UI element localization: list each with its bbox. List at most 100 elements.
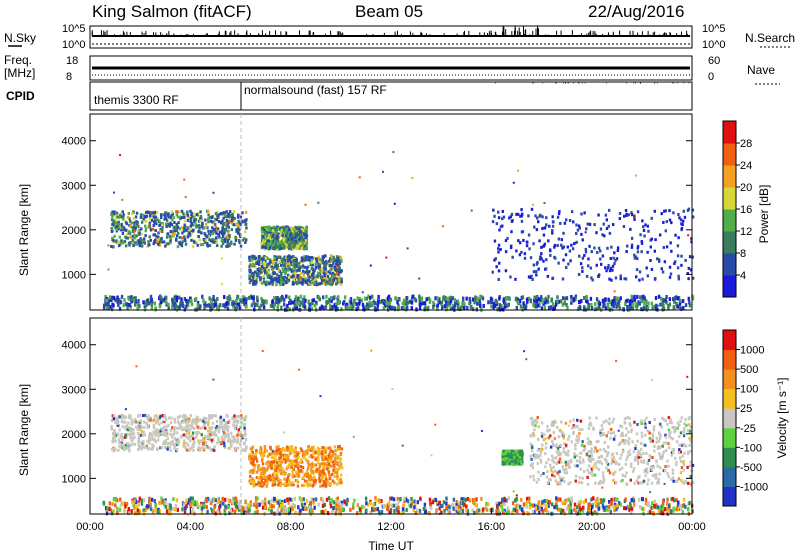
range-gate-cell — [129, 436, 132, 440]
range-gate-cell — [281, 294, 284, 299]
range-gate-cell — [383, 303, 387, 308]
range-gate-cell — [217, 439, 220, 443]
range-gate-cell — [638, 301, 641, 306]
range-gate-cell — [242, 423, 246, 427]
range-gate-cell — [137, 239, 140, 243]
range-gate-cell — [161, 227, 164, 231]
range-gate-cell — [585, 296, 588, 301]
range-gate-cell — [285, 480, 288, 484]
range-gate-cell — [323, 305, 326, 310]
range-gate-cell — [295, 260, 298, 264]
range-gate-cell — [680, 226, 684, 230]
range-gate-cell — [405, 301, 408, 306]
range-gate-cell — [267, 282, 271, 286]
range-gate-cell — [227, 242, 231, 246]
range-gate-cell — [234, 419, 237, 423]
range-gate-cell — [314, 470, 318, 474]
range-gate-cell — [336, 476, 339, 480]
range-gate-cell — [292, 254, 295, 258]
range-gate-cell — [276, 263, 280, 267]
range-gate-cell — [300, 246, 304, 250]
range-gate-cell — [232, 424, 235, 428]
range-gate-cell — [273, 296, 276, 301]
range-gate-cell — [351, 306, 354, 311]
range-gate-cell — [633, 294, 636, 299]
range-gate-cell — [208, 446, 211, 450]
range-gate-cell — [165, 295, 168, 300]
range-gate-cell — [118, 445, 122, 449]
range-gate-cell — [633, 297, 637, 302]
range-gate-cell — [306, 266, 309, 270]
range-gate-cell — [134, 417, 137, 421]
range-gate-cell — [630, 211, 633, 215]
range-gate-cell — [335, 259, 338, 263]
range-gate-cell — [285, 467, 288, 471]
range-gate-cell — [272, 483, 275, 487]
range-gate-cell — [166, 242, 169, 246]
range-gate-cell — [532, 263, 536, 267]
range-gate-cell — [533, 303, 536, 308]
range-gate-cell — [340, 447, 344, 451]
range-gate-cell — [273, 255, 276, 259]
range-gate-cell — [349, 300, 353, 305]
range-gate-cell — [160, 413, 163, 417]
range-gate-cell — [140, 244, 144, 248]
range-gate-cell — [313, 303, 317, 308]
range-gate-cell — [608, 269, 612, 273]
range-gate-cell — [275, 474, 279, 478]
range-gate-cell — [434, 296, 437, 301]
range-gate-cell — [492, 302, 496, 307]
range-gate-cell — [578, 254, 581, 258]
range-gate-cell — [268, 452, 272, 456]
range-gate-cell — [631, 303, 634, 308]
range-gate-cell — [166, 232, 170, 236]
range-gate-cell — [168, 441, 172, 445]
range-gate-cell — [183, 178, 186, 181]
range-gate-cell — [280, 281, 283, 285]
freq-nave-panel: ’’’’’’’’’’’’’’’’’’’’’’’’’’’’’’ Freq. [MH… — [4, 53, 780, 89]
range-gate-cell — [196, 430, 199, 434]
range-gate-cell — [171, 433, 175, 437]
range-gate-cell — [641, 219, 644, 223]
range-gate-cell — [127, 446, 131, 450]
range-gate-cell — [273, 235, 277, 239]
range-gate-cell — [115, 211, 119, 215]
range-gate-cell — [259, 280, 262, 284]
range-gate-cell — [520, 250, 523, 254]
range-gate-cell — [558, 210, 561, 214]
range-gate-cell — [639, 295, 642, 300]
range-gate-cell — [305, 469, 309, 473]
range-gate-cell — [635, 174, 638, 177]
range-gate-cell — [660, 212, 663, 216]
range-gate-cell — [681, 299, 685, 304]
range-gate-cell — [275, 237, 278, 241]
range-gate-cell — [264, 449, 268, 453]
range-gate-cell — [282, 447, 285, 451]
range-gate-cell — [169, 432, 172, 436]
range-gate-cell — [567, 262, 570, 266]
range-gate-cell — [633, 217, 636, 221]
range-gate-cell — [311, 278, 314, 282]
range-gate-cell — [294, 454, 298, 458]
range-gate-cell — [264, 477, 267, 481]
range-gate-cell — [325, 301, 328, 306]
range-gate-cell — [144, 446, 147, 450]
range-gate-cell — [544, 267, 548, 271]
range-gate-cell — [475, 307, 479, 312]
range-gate-cell — [305, 225, 308, 229]
range-gate-cell — [564, 218, 568, 222]
range-gate-cell — [275, 234, 278, 238]
range-gate-cell — [250, 295, 254, 300]
range-gate-cell — [274, 468, 278, 472]
range-gate-cell — [312, 298, 315, 303]
range-gate-cell — [604, 306, 608, 311]
range-gate-cell — [279, 283, 282, 287]
range-gate-cell — [538, 301, 541, 306]
range-gate-cell — [578, 226, 582, 230]
range-gate-cell — [166, 447, 169, 451]
range-gate-cell — [193, 212, 196, 216]
range-gate-cell — [175, 298, 179, 303]
range-gate-cell — [245, 297, 248, 302]
range-gate-cell — [291, 237, 294, 241]
range-gate-cell — [214, 414, 217, 418]
